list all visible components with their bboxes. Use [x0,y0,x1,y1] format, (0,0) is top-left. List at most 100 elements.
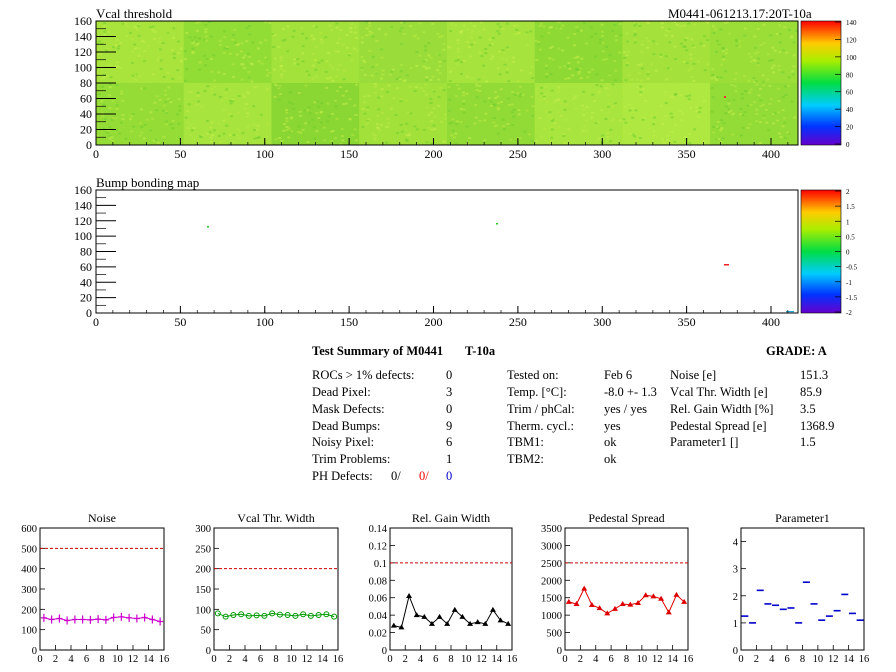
heat-texture [622,51,626,54]
heat-texture [204,30,208,33]
data-point [497,617,504,623]
heat-texture [121,22,125,25]
data-point [71,615,78,624]
heat-texture [640,43,644,46]
heat-texture [392,97,396,100]
heat-texture [306,141,310,144]
heat-texture [505,22,509,25]
heat-texture [399,64,403,67]
heat-texture [685,95,689,98]
heat-texture [231,38,235,41]
x-tick-label: 12 [828,654,839,665]
data-point [642,592,649,598]
heat-texture [252,123,256,126]
heat-texture [761,74,765,77]
heat-texture [474,116,478,119]
heat-texture [547,32,551,35]
heat-texture [673,141,677,144]
heat-texture [119,121,123,124]
heat-texture [451,118,455,121]
heat-texture [279,56,283,59]
heat-texture [117,132,121,135]
heat-texture [159,67,163,70]
heat-texture [665,78,669,81]
x-tick-label: 200 [425,147,443,161]
heat-texture [320,59,324,62]
heat-texture [305,70,309,73]
heat-texture [762,41,766,44]
heat-texture [585,42,589,45]
heat-texture [366,121,370,124]
heat-texture [422,60,426,63]
x-tick-label: 2 [754,654,759,665]
heat-texture [437,78,441,81]
heat-texture [247,124,251,127]
heat-texture [400,21,404,24]
heat-texture [272,46,276,49]
heat-texture [781,125,785,128]
data-point [635,599,642,605]
scale-tick-label: 100 [846,54,857,62]
heat-texture [755,119,759,122]
data-point [331,613,338,620]
heat-texture [470,43,474,46]
heat-texture [568,67,572,70]
heat-texture [646,77,650,80]
heat-texture [545,100,549,103]
heat-texture [316,105,320,108]
data-point [149,615,156,624]
heat-texture [552,101,556,104]
scale-tick-label: 140 [846,19,857,27]
heat-texture [331,79,335,82]
heat-texture [151,29,155,32]
heat-texture [178,109,182,112]
heat-texture [112,46,116,49]
heat-texture [640,67,644,70]
y-tick-label: 40 [80,275,92,289]
heat-texture [195,21,199,24]
heat-texture [669,112,673,115]
heat-texture [361,125,365,128]
heat-texture [334,105,338,108]
bump-bonding-map [95,189,799,314]
temp-value: -8.0 +- 1.3 [604,385,657,399]
heat-texture [660,26,664,29]
heat-texture [156,141,160,144]
heat-texture [754,80,758,83]
tbm1-value: ok [604,435,617,449]
heat-texture [563,65,567,68]
heat-texture [652,53,656,56]
heat-texture [235,53,239,56]
heat-texture [749,103,753,106]
heat-texture [506,47,510,50]
heat-texture [102,73,106,76]
y-tick-label: 2500 [541,559,562,570]
heat-texture [537,41,541,44]
series-line [43,616,161,623]
heat-texture [631,116,635,119]
heat-texture [414,34,418,37]
x-tick-label: 150 [340,147,358,161]
heat-texture [542,25,546,28]
heat-texture [759,120,763,123]
heat-texture [377,108,381,111]
heat-texture [400,130,404,133]
heat-texture [754,52,758,55]
heat-texture [135,28,139,31]
heat-texture [613,102,617,105]
heat-texture [670,116,674,119]
data-point [627,601,634,607]
heat-texture [566,36,570,39]
heat-texture [296,58,300,61]
heat-texture [273,83,277,86]
heat-texture [237,95,241,98]
heat-texture [548,111,552,114]
heat-texture [384,33,388,36]
heat-texture [757,57,761,60]
heat-texture [768,84,772,87]
data-point [245,612,252,619]
heat-texture [611,105,615,108]
heat-texture [784,94,788,97]
heat-texture [449,30,453,33]
heat-texture [511,124,515,127]
